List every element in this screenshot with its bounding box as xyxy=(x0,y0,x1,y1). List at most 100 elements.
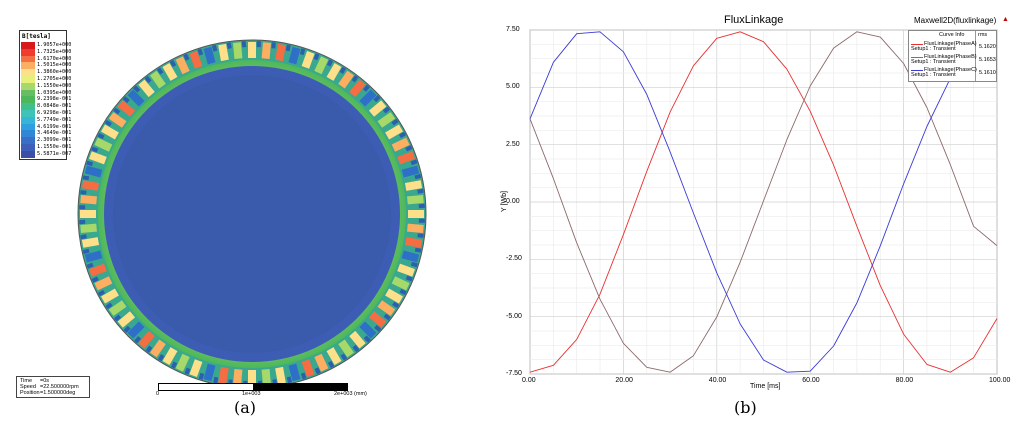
flux-chart xyxy=(529,29,998,375)
stator-slot xyxy=(233,42,243,59)
stator-tooth xyxy=(82,248,90,255)
stator-slot xyxy=(326,347,342,365)
stator-slot xyxy=(275,366,286,385)
stator-tooth xyxy=(285,44,291,52)
legend-value: 1.1550e-001 xyxy=(37,144,72,150)
stator-slot xyxy=(80,223,97,233)
stator-tooth xyxy=(414,247,422,253)
info-value: =22.500000rpm xyxy=(40,384,79,390)
legend-line-swatch xyxy=(911,57,923,58)
stator-slot xyxy=(397,151,415,165)
x-tick-label: 20.00 xyxy=(615,377,633,384)
legend-row: 6.9298e-001 xyxy=(21,110,71,118)
stator-slot xyxy=(89,263,107,277)
stator-tooth xyxy=(414,173,422,180)
stator-tooth xyxy=(169,59,177,68)
legend-row: 1.3860e+000 xyxy=(21,69,71,77)
stator-tooth xyxy=(382,106,391,114)
stator-tooth xyxy=(286,376,293,384)
stator-slot xyxy=(359,89,377,107)
scale-label-1: 1e+003 xyxy=(242,391,261,397)
stator-slot xyxy=(301,359,315,377)
stator-tooth xyxy=(326,59,334,67)
stator-tooth xyxy=(418,203,425,209)
stator-slot xyxy=(377,112,396,128)
stator-tooth xyxy=(391,118,399,126)
x-axis-label: Time [ms] xyxy=(750,383,781,390)
field-plot-panel: B[tesla] 1.9057e+000 1.7325e+000 1.6170e+0… xyxy=(0,0,500,437)
legend-swatch xyxy=(21,76,35,83)
stator-slot xyxy=(218,43,229,62)
legend-row: 9.2398e-001 xyxy=(21,96,71,104)
stator-tooth xyxy=(113,107,121,115)
stator-slot xyxy=(108,112,127,128)
info-value: =0s xyxy=(40,378,50,384)
info-key: Position xyxy=(20,390,40,396)
legend-swatch xyxy=(21,144,35,151)
stator-tooth xyxy=(417,188,424,194)
stator-tooth xyxy=(86,160,94,167)
stator-slot xyxy=(368,311,387,328)
stator-tooth xyxy=(170,361,178,369)
info-row: Time =0s xyxy=(20,378,49,384)
stator-tooth xyxy=(410,159,418,166)
stator-tooth xyxy=(79,205,86,210)
stator-tooth xyxy=(392,301,400,309)
legend-swatch xyxy=(21,69,35,76)
legend-swatch xyxy=(21,62,35,70)
legend-header-rms: rms xyxy=(978,32,988,38)
stator-slot xyxy=(189,359,203,377)
stator-tooth xyxy=(313,53,320,61)
stator-slot xyxy=(338,70,354,89)
legend-value: 2.3099e-001 xyxy=(37,137,72,144)
stator-slot xyxy=(117,311,136,328)
stator-tooth xyxy=(405,275,413,282)
stator-slot xyxy=(80,210,96,218)
chart-title: FluxLinkage xyxy=(724,14,784,26)
stator-slot xyxy=(150,339,166,358)
stator-slot xyxy=(404,237,423,248)
stator-slot xyxy=(261,369,271,386)
stator-tooth xyxy=(105,302,113,310)
stator-slot xyxy=(407,195,424,205)
stator-tooth xyxy=(97,289,106,297)
stator-tooth xyxy=(399,288,407,296)
legend-value: 1.3860e+000 xyxy=(37,69,72,76)
stator-tooth xyxy=(122,96,130,104)
x-tick-label: 60.00 xyxy=(802,377,820,384)
legend-swatch xyxy=(21,48,35,56)
legend-series-rms: 5.1620 xyxy=(979,44,996,50)
chart-subtitle: Maxwell2D(fluxlinkage) xyxy=(914,16,997,25)
x-tick-label: 0.00 xyxy=(522,377,536,384)
stator-tooth xyxy=(352,344,360,353)
info-value: =1.500000deg xyxy=(40,390,76,396)
stator-slot xyxy=(275,43,286,62)
stator-slot xyxy=(338,339,354,358)
stator-slot xyxy=(314,56,329,75)
legend-value: 6.9298e-001 xyxy=(37,110,72,116)
legend-swatch xyxy=(21,82,35,90)
stator-slots xyxy=(79,41,425,387)
stator-slot xyxy=(218,366,229,385)
legend-title: B[tesla] xyxy=(22,33,51,40)
stator-slot xyxy=(248,370,256,386)
caption-b: (b) xyxy=(734,398,757,417)
legend-swatch xyxy=(21,123,35,131)
stator-slot xyxy=(80,195,97,205)
stator-slot xyxy=(94,276,113,291)
stator-tooth xyxy=(398,131,407,139)
stator-slot xyxy=(138,79,155,98)
stator-tooth xyxy=(213,376,219,384)
legend-value: 1.5015e+000 xyxy=(37,62,72,69)
stator-tooth xyxy=(383,313,391,321)
subtitle-arrow-icon: ▲ xyxy=(1002,16,1009,23)
stator-tooth xyxy=(226,42,232,49)
legend-series-setup: Setup1 : Transient xyxy=(911,72,956,78)
legend-value: 1.1550e+000 xyxy=(37,82,72,89)
legend-row: 4.6199e-001 xyxy=(21,123,71,132)
stator-slot xyxy=(81,180,100,191)
legend-series-name: FluxLinkage(PhaseC) xyxy=(924,67,977,73)
y-tick-label: 7.50 xyxy=(506,26,520,33)
legend-swatch xyxy=(21,150,35,158)
stator-slot xyxy=(127,321,145,339)
